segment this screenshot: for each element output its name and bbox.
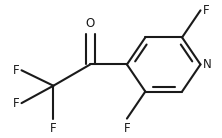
Text: F: F (124, 122, 130, 136)
Text: F: F (50, 122, 57, 136)
Text: N: N (203, 58, 212, 71)
Text: F: F (12, 97, 19, 110)
Text: F: F (203, 4, 210, 17)
Text: O: O (85, 17, 95, 30)
Text: F: F (12, 64, 19, 77)
